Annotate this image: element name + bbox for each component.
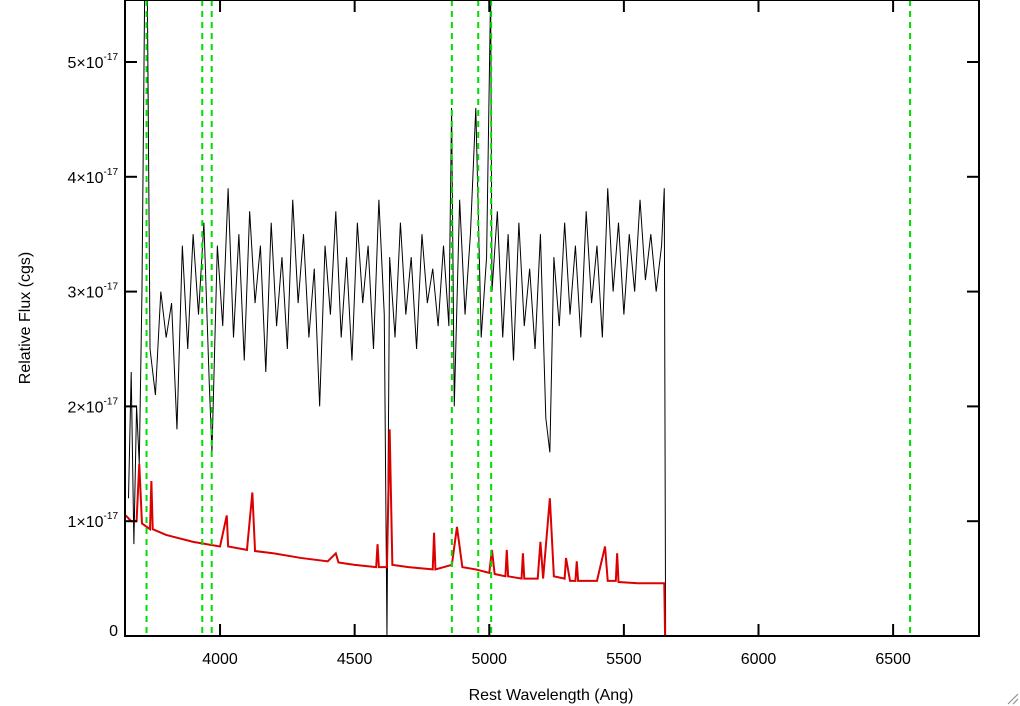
y-tick-label: 0 — [109, 623, 118, 640]
y-tick-exponent: -17 — [104, 167, 119, 178]
y-tick-label: 3×10-17 — [68, 282, 119, 302]
y-tick-exponent: -17 — [104, 52, 119, 63]
y-tick-exponent: -17 — [104, 282, 119, 293]
y-axis-title: Relative Flux (cgs) — [17, 252, 34, 384]
x-tick-label: 5000 — [471, 651, 507, 668]
y-tick-label: 5×10-17 — [68, 52, 119, 72]
x-axis-title: Rest Wavelength (Ang) — [469, 687, 634, 704]
y-tick-exponent: -17 — [104, 396, 119, 407]
y-tick-exponent: -17 — [104, 511, 119, 522]
spectrum-line — [125, 429, 979, 636]
x-tick-label: 6500 — [875, 651, 911, 668]
spectrum-line — [128, 0, 979, 636]
y-tick-base: 1×10 — [68, 514, 104, 531]
y-tick-label: 1×10-17 — [68, 511, 119, 531]
y-tick-base: 4×10 — [68, 170, 104, 187]
y-tick-label: 2×10-17 — [68, 396, 119, 416]
y-tick-label: 4×10-17 — [68, 167, 119, 187]
x-tick-label: 4000 — [202, 651, 238, 668]
resize-grip — [1007, 693, 1019, 705]
y-tick-base: 5×10 — [68, 55, 104, 72]
x-tick-label: 5500 — [606, 651, 642, 668]
plot-frame — [124, 0, 980, 637]
y-tick-base: 3×10 — [68, 285, 104, 302]
y-tick-base: 2×10 — [68, 399, 104, 416]
plot-area — [125, 0, 979, 636]
x-tick-label: 6000 — [741, 651, 777, 668]
x-tick-label: 4500 — [337, 651, 373, 668]
